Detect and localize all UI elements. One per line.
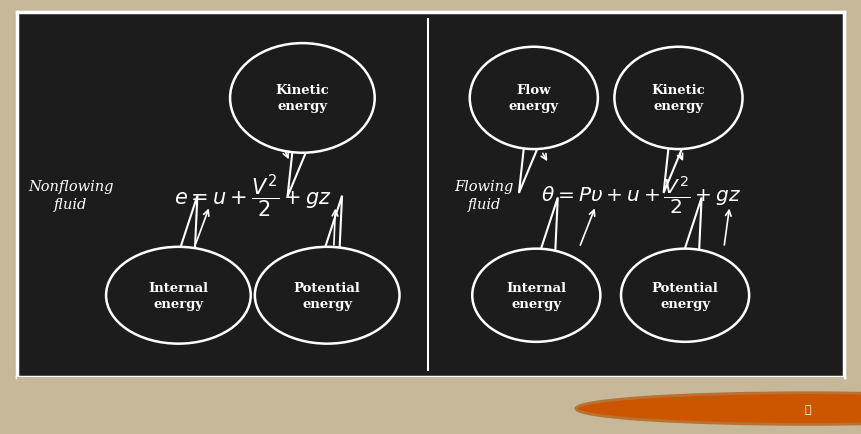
Text: Potential
energy: Potential energy [294,281,361,310]
Polygon shape [180,196,197,249]
Ellipse shape [470,48,598,150]
Polygon shape [325,196,342,249]
Text: Kinetic
energy: Kinetic energy [276,84,329,113]
Text: Flow
energy: Flow energy [509,84,559,113]
Ellipse shape [615,48,742,150]
Ellipse shape [106,247,251,344]
Text: Internal
energy: Internal energy [148,281,208,310]
Text: Internal
energy: Internal energy [506,281,567,310]
Text: $e = u + \dfrac{V^2}{2} + gz$: $e = u + \dfrac{V^2}{2} + gz$ [174,171,331,219]
Ellipse shape [621,249,749,342]
Text: Nonflowing
fluid: Nonflowing fluid [28,179,114,211]
Ellipse shape [255,247,400,344]
Text: ⏻: ⏻ [804,404,811,414]
Circle shape [576,393,861,424]
Text: Potential
energy: Potential energy [652,281,719,310]
Polygon shape [684,198,702,251]
Text: $\theta = P\upsilon + u + \dfrac{V^2}{2} + gz$: $\theta = P\upsilon + u + \dfrac{V^2}{2}… [541,174,741,216]
Ellipse shape [472,249,600,342]
Polygon shape [664,148,683,194]
Polygon shape [288,151,307,197]
Polygon shape [519,148,538,194]
Polygon shape [541,198,558,251]
Text: Kinetic
energy: Kinetic energy [652,84,705,113]
Text: Flowing
fluid: Flowing fluid [455,179,514,211]
Ellipse shape [230,44,375,153]
